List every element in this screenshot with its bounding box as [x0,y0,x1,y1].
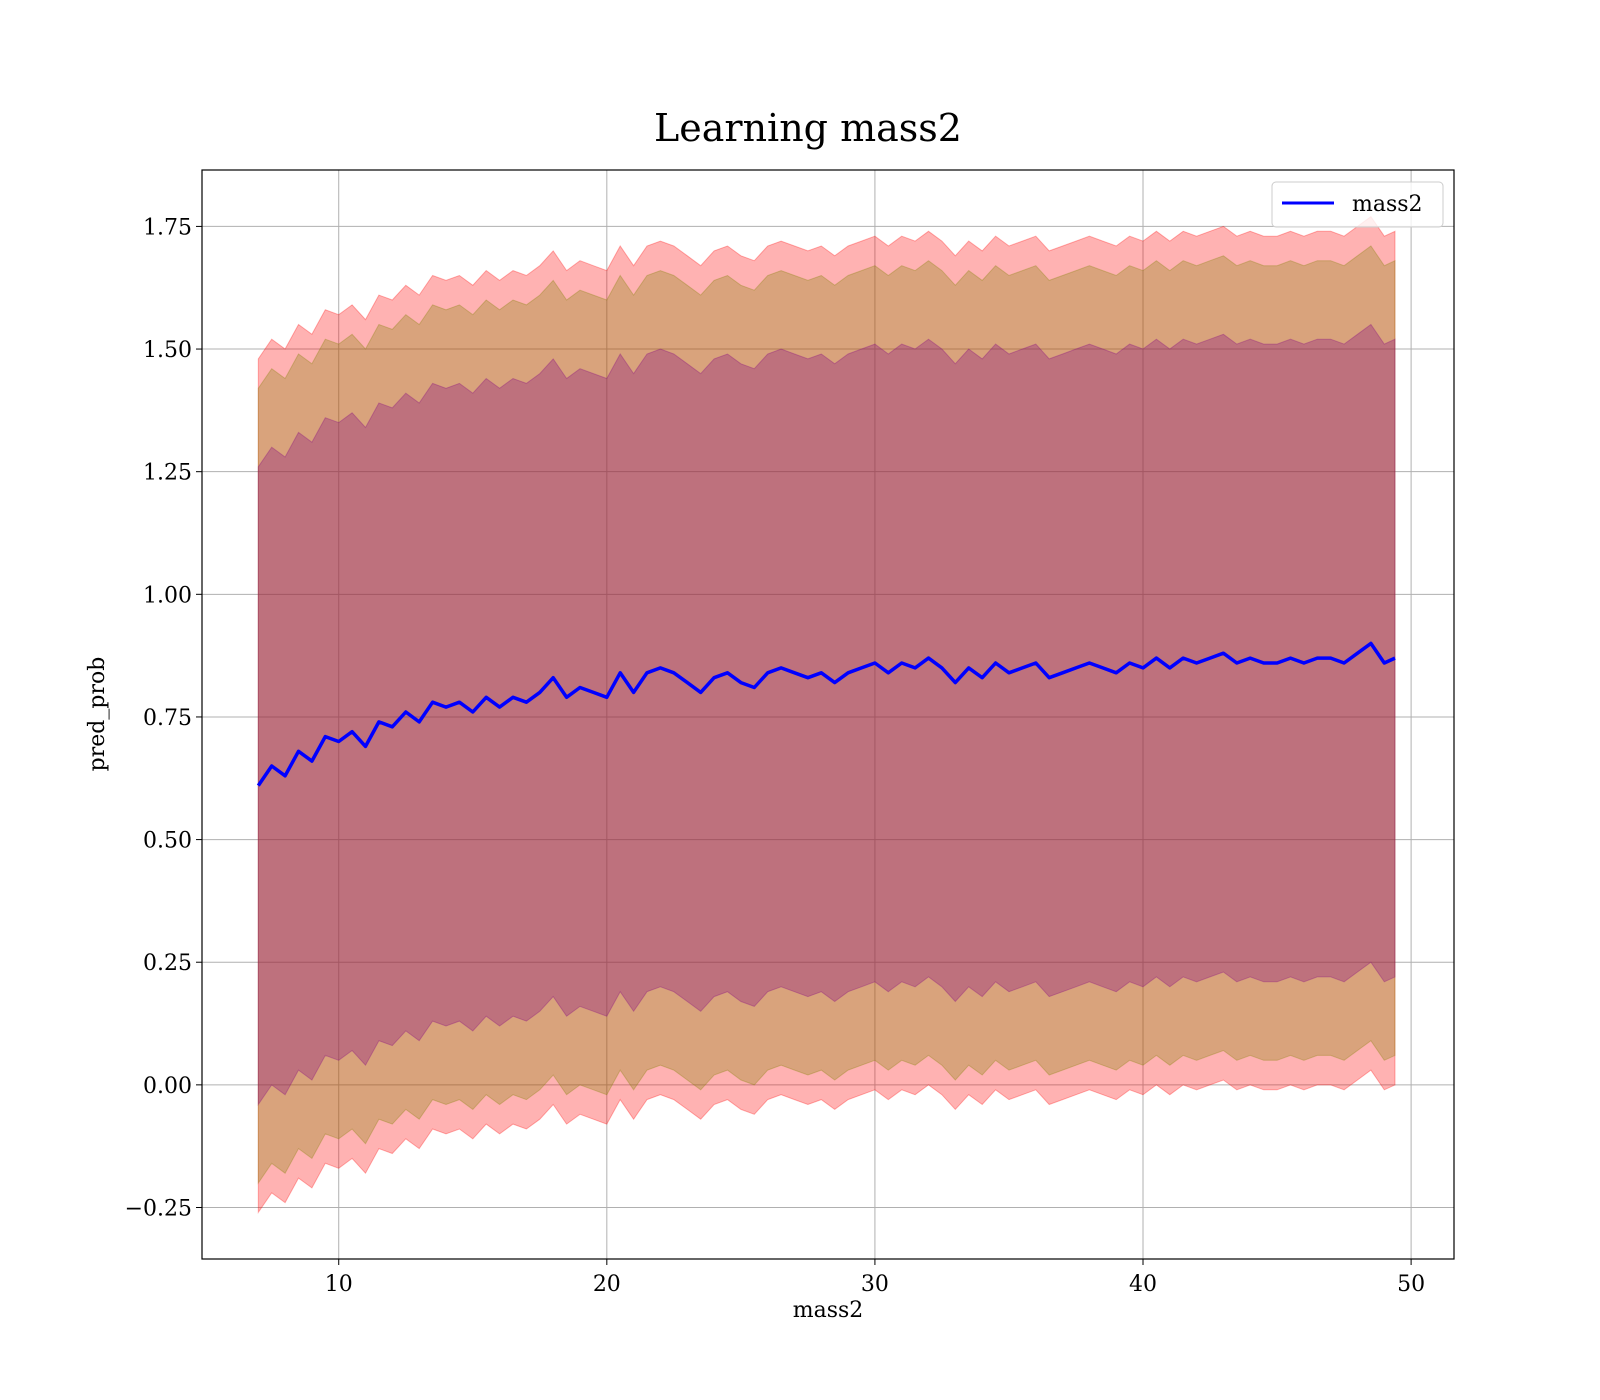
legend-box [1271,181,1444,228]
plot-frame [201,169,1455,1260]
y-tick-label: 1.75 [143,215,192,240]
series-line-mass2 [256,641,1396,787]
chart-title: Learning mass2 [654,106,962,150]
x-tick-label: 50 [1397,1272,1425,1297]
y-tick-label: 0.50 [143,829,192,854]
band-middle [257,245,1396,1185]
x-axis-ticks: 10 20 30 40 50 [325,1259,1425,1297]
x-tick-label: 40 [1129,1272,1157,1297]
band-inner [257,323,1396,1107]
x-axis-title: mass2 [793,1298,864,1323]
y-tick-label: −0.25 [125,1196,192,1221]
y-tick-label: 0.25 [143,951,192,976]
legend-label-mass2: mass2 [1352,192,1423,217]
band-outer [257,215,1396,1215]
y-tick-label: 0.00 [143,1074,192,1099]
x-tick-label: 30 [861,1272,889,1297]
x-tick-label: 10 [325,1272,353,1297]
confidence-bands [257,215,1396,1215]
y-axis-ticks: −0.25 0.00 0.25 0.50 0.75 1.00 1.25 1.50 1.75 [125,215,202,1221]
series-layer [256,641,1396,787]
grid [202,170,1454,1259]
x-tick-label: 20 [593,1272,621,1297]
legend: mass2 [1271,181,1444,228]
y-axis-title: pred_prob [85,657,110,772]
y-tick-label: 0.75 [143,706,192,731]
y-tick-label: 1.25 [143,461,192,486]
y-tick-label: 1.00 [143,583,192,608]
y-tick-label: 1.50 [143,338,192,363]
